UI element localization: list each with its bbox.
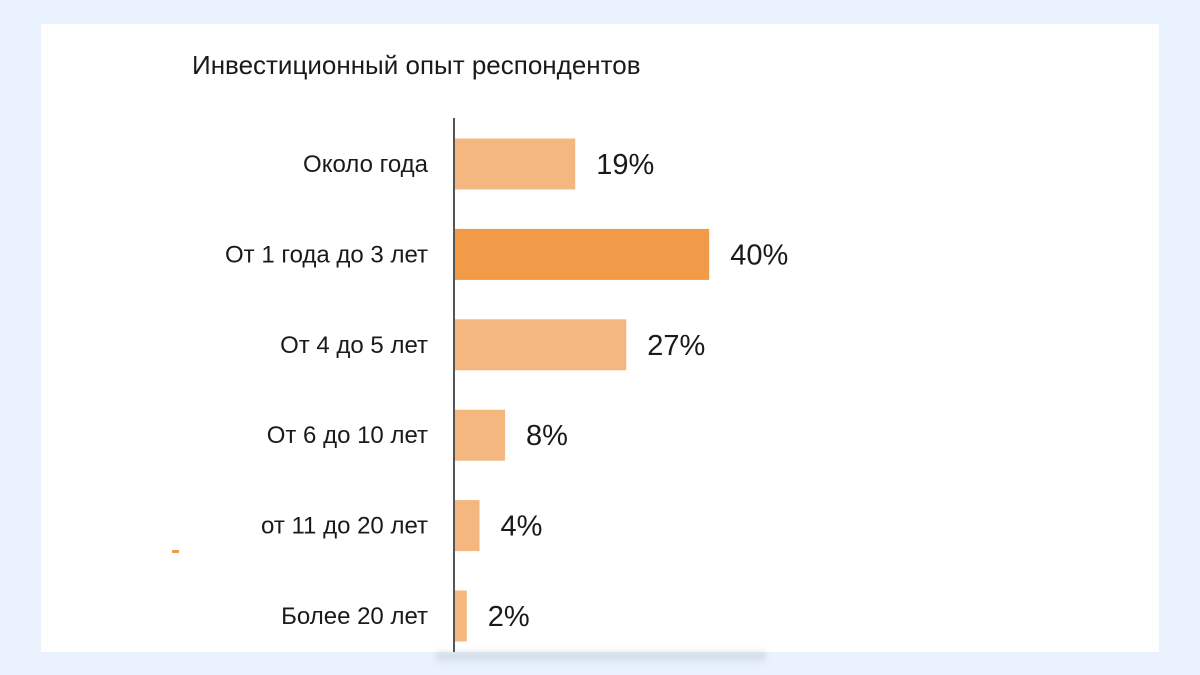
bar-2 <box>454 319 627 371</box>
bar-1 <box>454 228 710 280</box>
value-label-2: 27% <box>647 330 705 362</box>
value-label-1: 40% <box>730 239 788 271</box>
category-label-5: Более 20 лет <box>281 603 428 630</box>
bar-5 <box>454 590 467 642</box>
category-label-1: От 1 года до 3 лет <box>225 241 428 268</box>
stray-orange-mark <box>172 550 179 553</box>
value-labels-group: 19% 40% 27% 8% 4% 2% <box>488 149 788 633</box>
card-shadow <box>436 652 766 666</box>
value-label-4: 4% <box>501 511 543 543</box>
chart-title: Инвестиционный опыт респондентов <box>192 50 641 80</box>
bar-0 <box>454 138 576 190</box>
category-labels-group: Около года От 1 года до 3 лет От 4 до 5 ле… <box>225 151 429 630</box>
category-label-2: От 4 до 5 лет <box>280 332 428 359</box>
category-label-3: От 6 до 10 лет <box>267 422 428 449</box>
bar-4 <box>454 500 480 552</box>
value-label-0: 19% <box>596 149 654 181</box>
value-label-3: 8% <box>526 420 568 452</box>
bar-3 <box>454 409 506 461</box>
bars-group <box>454 138 710 642</box>
value-label-5: 2% <box>488 601 530 633</box>
category-label-4: от 11 до 20 лет <box>261 513 428 540</box>
category-label-0: Около года <box>303 151 429 178</box>
